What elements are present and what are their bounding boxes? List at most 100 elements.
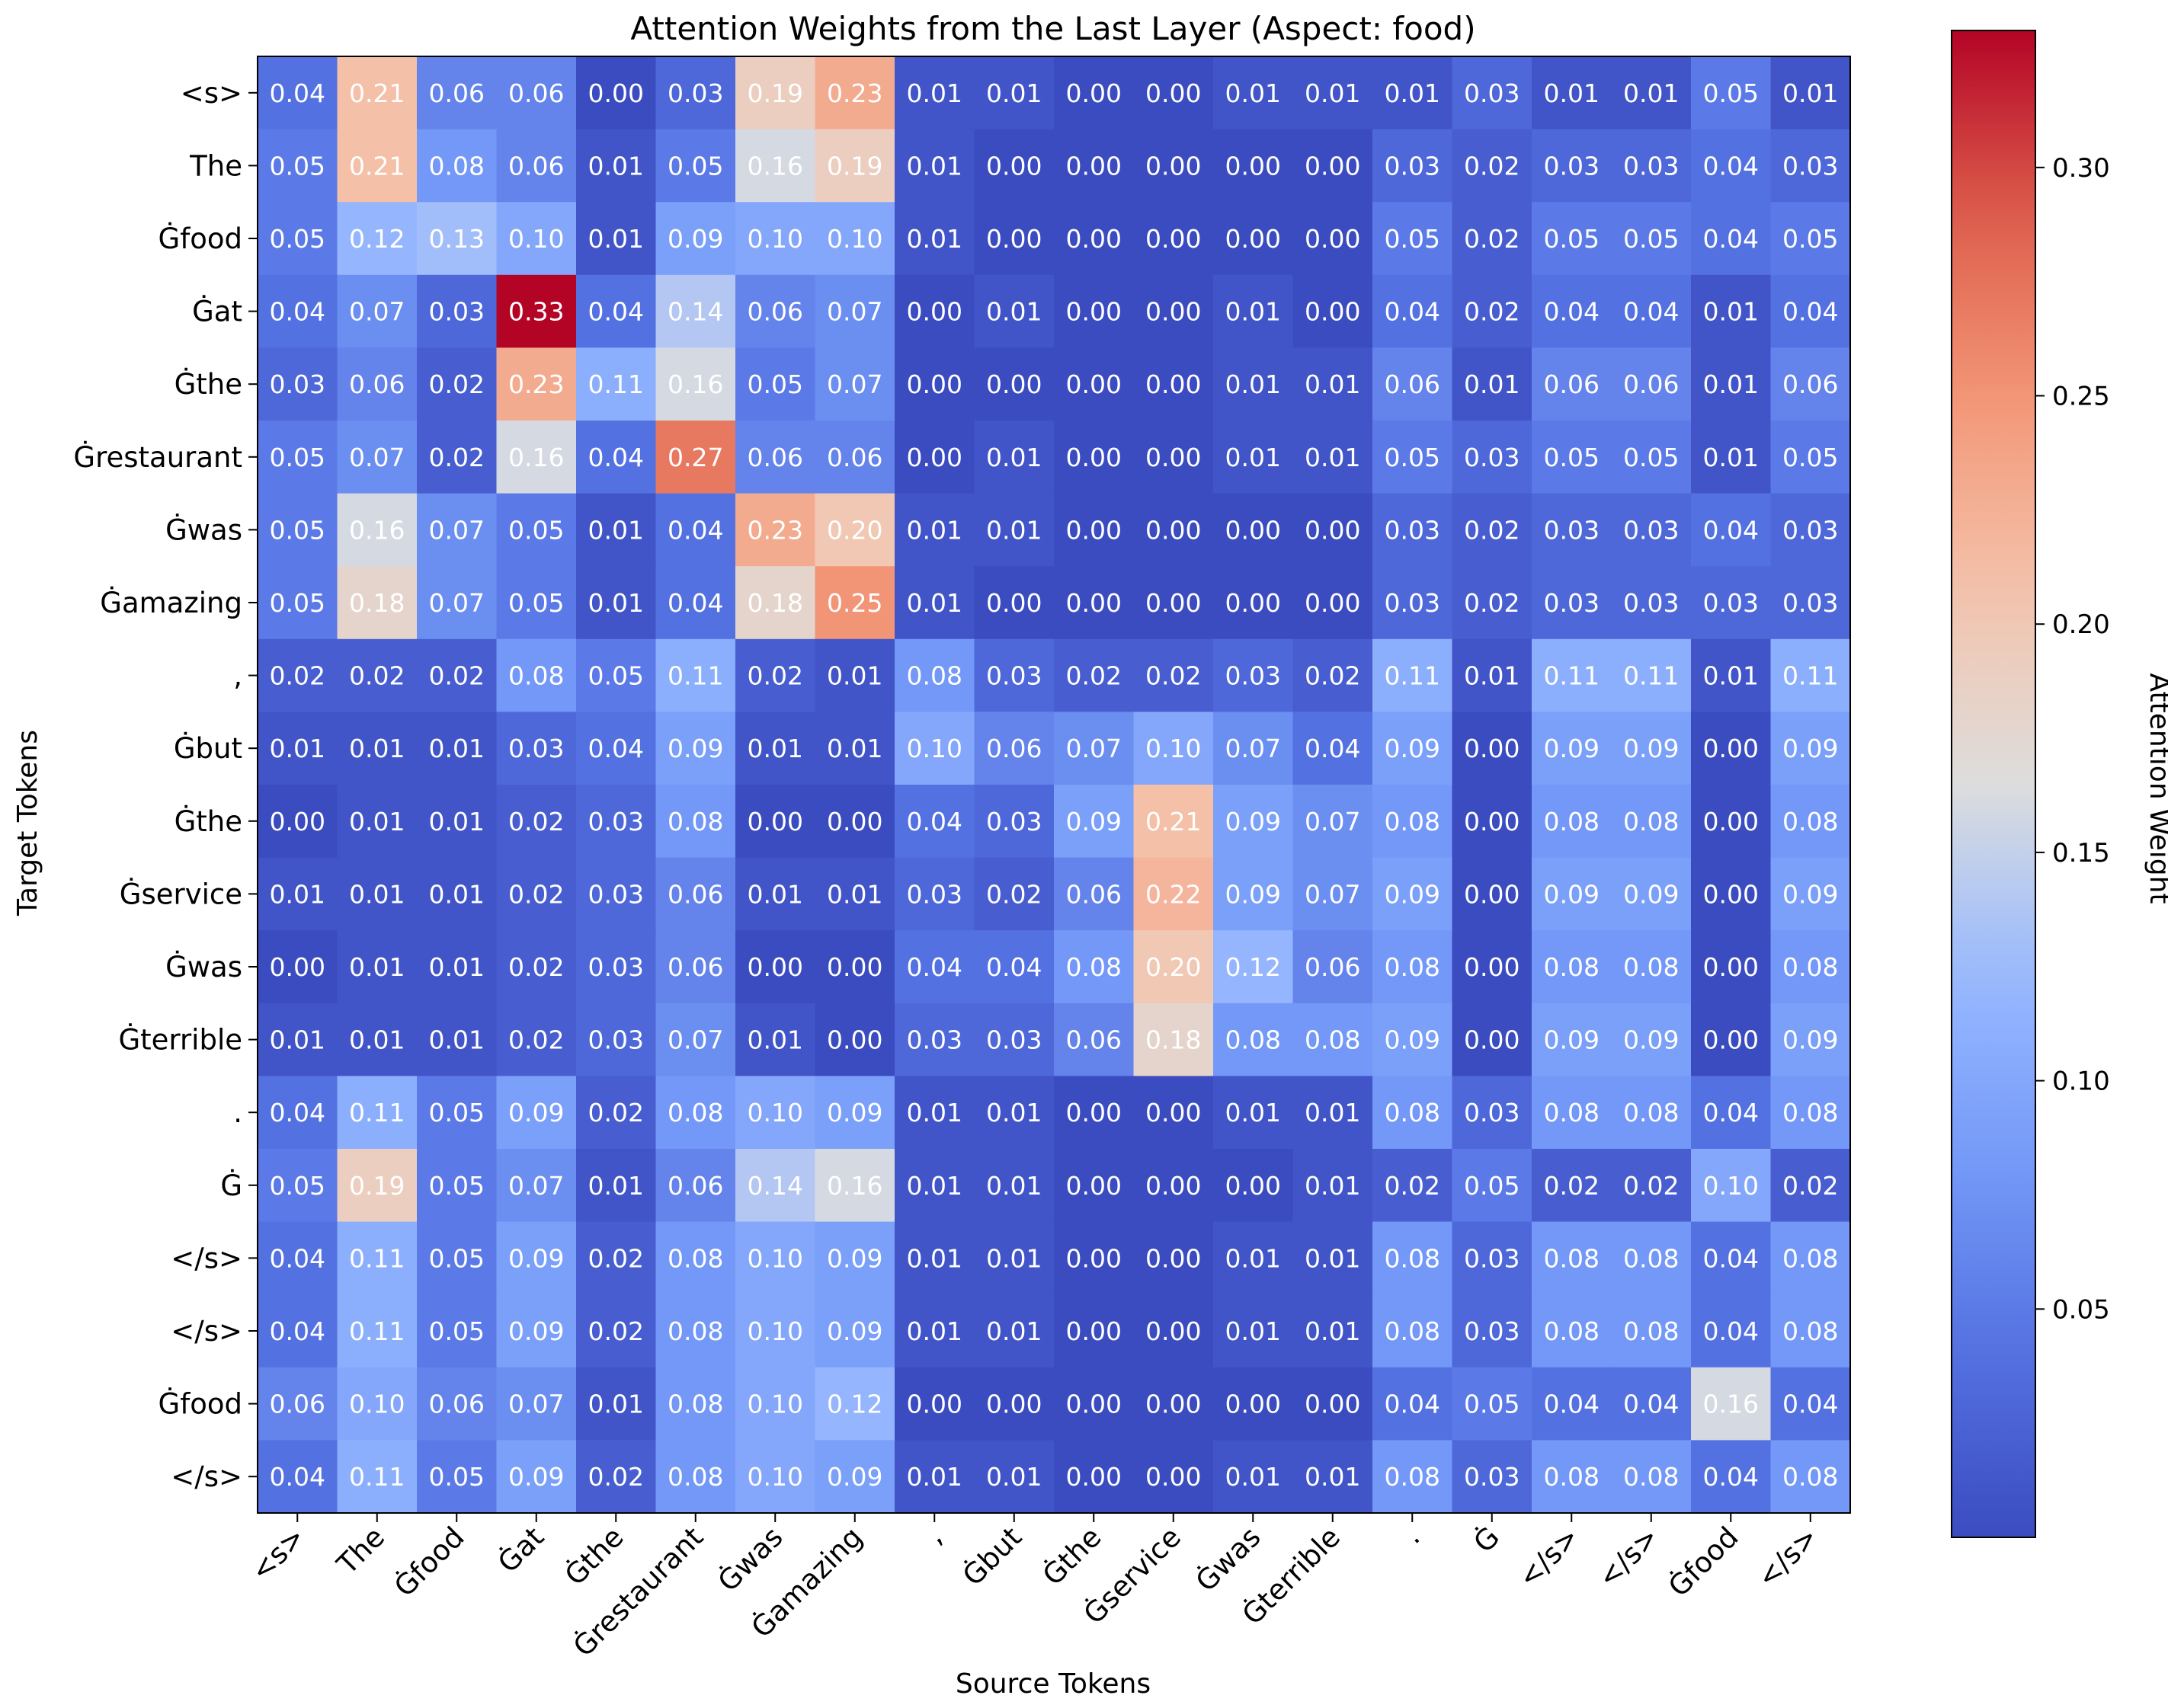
heatmap-cell-r17-c2 bbox=[417, 1294, 498, 1368]
heatmap-cell-r3-c11 bbox=[1133, 274, 1214, 348]
heatmap-cell-r17-c3 bbox=[496, 1294, 577, 1368]
heatmap-cell-r10-c11 bbox=[1133, 785, 1214, 859]
cell-value-r4-c19: 0.06 bbox=[1782, 369, 1838, 399]
cell-value-r14-c15: 0.03 bbox=[1464, 1098, 1520, 1127]
heatmap-cell-r15-c6 bbox=[735, 1149, 816, 1223]
cell-value-r12-c16: 0.08 bbox=[1544, 952, 1600, 982]
cell-value-r9-c10: 0.07 bbox=[1066, 734, 1122, 763]
cell-value-r11-c8: 0.03 bbox=[907, 879, 962, 909]
heatmap-cell-r3-c0 bbox=[258, 274, 338, 348]
heatmap-cell-r15-c16 bbox=[1532, 1149, 1612, 1223]
cell-value-r12-c5: 0.06 bbox=[668, 952, 723, 982]
heatmap-cell-r10-c13 bbox=[1292, 785, 1373, 859]
heatmap-cell-r16-c18 bbox=[1691, 1221, 1772, 1295]
heatmap-cell-r14-c15 bbox=[1452, 1076, 1532, 1150]
colorbar-tick-label-3: 0.20 bbox=[2052, 609, 2110, 640]
cell-value-r10-c19: 0.08 bbox=[1782, 807, 1838, 836]
heatmap-cell-r9-c15 bbox=[1452, 712, 1532, 785]
heatmap-cell-r1-c5 bbox=[655, 129, 736, 203]
heatmap-cell-r10-c9 bbox=[974, 785, 1055, 859]
cell-value-r2-c14: 0.05 bbox=[1385, 224, 1440, 254]
heatmap-cell-r9-c11 bbox=[1133, 712, 1214, 785]
cell-value-r16-c19: 0.08 bbox=[1782, 1243, 1838, 1273]
cell-value-r3-c0: 0.04 bbox=[270, 297, 325, 327]
heatmap-cell-r2-c17 bbox=[1611, 202, 1692, 276]
heatmap-cell-r7-c1 bbox=[337, 566, 418, 640]
heatmap-cell-r3-c5 bbox=[655, 274, 736, 348]
heatmap-cell-r6-c6 bbox=[735, 493, 816, 567]
cell-value-r5-c7: 0.06 bbox=[827, 443, 882, 472]
heatmap-cell-r10-c7 bbox=[815, 785, 895, 859]
heatmap-cell-r15-c18 bbox=[1691, 1149, 1772, 1223]
cell-value-r4-c10: 0.00 bbox=[1066, 369, 1122, 399]
y-tick-label-16: </s> bbox=[171, 1242, 242, 1275]
heatmap-cell-r12-c6 bbox=[735, 930, 816, 1004]
heatmap-cell-r15-c7 bbox=[815, 1149, 895, 1223]
heatmap-cell-r8-c15 bbox=[1452, 638, 1532, 712]
cell-value-r0-c1: 0.21 bbox=[349, 78, 405, 108]
cell-value-r15-c12: 0.00 bbox=[1225, 1171, 1281, 1201]
cell-value-r4-c11: 0.00 bbox=[1145, 369, 1201, 399]
heatmap-cell-r18-c3 bbox=[496, 1367, 577, 1441]
cell-value-r12-c3: 0.02 bbox=[508, 952, 564, 982]
heatmap-cell-r17-c11 bbox=[1133, 1294, 1214, 1368]
heatmap-cell-r12-c5 bbox=[655, 930, 736, 1004]
cell-value-r3-c18: 0.01 bbox=[1703, 297, 1759, 327]
heatmap-cell-r8-c4 bbox=[576, 638, 657, 712]
heatmap-cell-r2-c19 bbox=[1770, 202, 1851, 276]
heatmap-cell-r9-c13 bbox=[1292, 712, 1373, 785]
x-tick-label-3: Ġat bbox=[492, 1521, 550, 1579]
cell-value-r14-c3: 0.09 bbox=[508, 1098, 564, 1127]
heatmap-cell-r11-c18 bbox=[1691, 857, 1772, 931]
cell-value-r7-c18: 0.03 bbox=[1703, 588, 1759, 618]
cell-value-r4-c8: 0.00 bbox=[907, 369, 962, 399]
cell-value-r6-c7: 0.20 bbox=[827, 515, 882, 545]
cell-value-r7-c2: 0.07 bbox=[429, 588, 485, 618]
cell-value-r10-c7: 0.00 bbox=[827, 807, 882, 836]
heatmap-cell-r3-c14 bbox=[1372, 274, 1453, 348]
cell-value-r2-c16: 0.05 bbox=[1544, 224, 1600, 254]
cell-value-r6-c4: 0.01 bbox=[588, 515, 644, 545]
cell-value-r9-c17: 0.09 bbox=[1623, 734, 1679, 763]
heatmap-cell-r7-c10 bbox=[1054, 566, 1135, 640]
cell-value-r5-c6: 0.06 bbox=[748, 443, 803, 472]
cell-value-r15-c19: 0.02 bbox=[1782, 1171, 1838, 1201]
heatmap-cell-r17-c0 bbox=[258, 1294, 338, 1368]
heatmap-cell-r5-c16 bbox=[1532, 421, 1612, 494]
heatmap-cell-r0-c13 bbox=[1292, 56, 1373, 130]
cell-value-r14-c12: 0.01 bbox=[1225, 1098, 1281, 1127]
cell-value-r13-c18: 0.00 bbox=[1703, 1025, 1759, 1055]
heatmap-cell-r9-c14 bbox=[1372, 712, 1453, 785]
cell-value-r8-c12: 0.03 bbox=[1225, 661, 1281, 691]
heatmap-cell-r5-c18 bbox=[1691, 421, 1772, 494]
heatmap-cell-r8-c17 bbox=[1611, 638, 1692, 712]
heatmap-cell-r15-c3 bbox=[496, 1149, 577, 1223]
cell-value-r2-c15: 0.02 bbox=[1464, 224, 1520, 254]
cell-value-r10-c12: 0.09 bbox=[1225, 807, 1281, 836]
cell-value-r11-c6: 0.01 bbox=[748, 879, 803, 909]
heatmap-cell-r15-c15 bbox=[1452, 1149, 1532, 1223]
cell-value-r15-c17: 0.02 bbox=[1623, 1171, 1679, 1201]
heatmap-cell-r7-c9 bbox=[974, 566, 1055, 640]
cell-value-r4-c2: 0.02 bbox=[429, 369, 485, 399]
heatmap-cell-r18-c17 bbox=[1611, 1367, 1692, 1441]
heatmap-cell-r7-c17 bbox=[1611, 566, 1692, 640]
cell-value-r11-c11: 0.22 bbox=[1145, 879, 1201, 909]
heatmap-cell-r19-c15 bbox=[1452, 1440, 1532, 1514]
heatmap-cell-r7-c15 bbox=[1452, 566, 1532, 640]
cell-value-r7-c6: 0.18 bbox=[748, 588, 803, 618]
cell-value-r0-c19: 0.01 bbox=[1782, 78, 1838, 108]
heatmap-cell-r13-c3 bbox=[496, 1003, 577, 1076]
cell-value-r10-c9: 0.03 bbox=[986, 807, 1042, 836]
heatmap-cell-r1-c11 bbox=[1133, 129, 1214, 203]
heatmap-cell-r15-c5 bbox=[655, 1149, 736, 1223]
heatmap-cell-r17-c1 bbox=[337, 1294, 418, 1368]
cell-value-r11-c2: 0.01 bbox=[429, 879, 485, 909]
cell-value-r1-c17: 0.03 bbox=[1623, 151, 1679, 181]
heatmap-cell-r18-c5 bbox=[655, 1367, 736, 1441]
heatmap-cell-r11-c12 bbox=[1213, 857, 1294, 931]
cell-value-r19-c7: 0.09 bbox=[827, 1462, 882, 1492]
heatmap-cell-r7-c8 bbox=[895, 566, 975, 640]
cell-value-r2-c0: 0.05 bbox=[270, 224, 325, 254]
cell-value-r5-c11: 0.00 bbox=[1145, 443, 1201, 472]
